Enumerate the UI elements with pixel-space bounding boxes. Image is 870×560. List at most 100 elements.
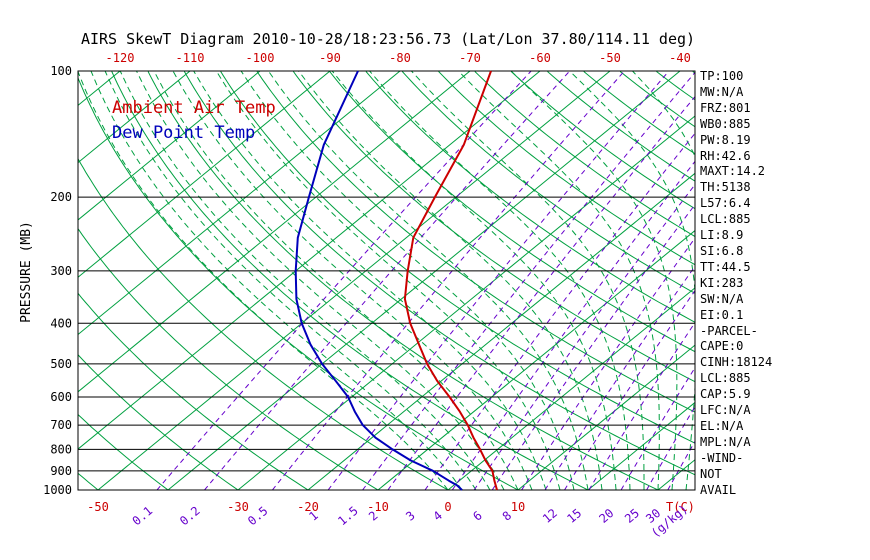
isotherm-line: [78, 71, 191, 164]
dry-adiabat-line: [329, 71, 695, 353]
stat-line: AVAIL: [700, 482, 737, 497]
moist-adiabat-line: [458, 71, 660, 490]
top-temp-tick-label: -90: [319, 51, 341, 65]
dry-adiabat-line: [583, 71, 695, 155]
moist-adiabat-line: [240, 71, 575, 490]
top-temp-tick-label: -100: [246, 51, 275, 65]
dry-adiabat-line: [474, 71, 695, 238]
isotherm-line: [78, 71, 471, 393]
ambient-temp-profile: [403, 70, 498, 491]
pressure-tick-label: 400: [50, 316, 72, 330]
moist-adiabat-line: [298, 71, 603, 490]
mixing-ratio-line: [156, 71, 532, 490]
dry-adiabat-line: [401, 71, 695, 294]
dry-adiabat-line: [256, 71, 695, 413]
top-temp-tick-label: -80: [389, 51, 411, 65]
mixing-ratio-line: [387, 95, 695, 490]
isotherm-line: [307, 172, 695, 490]
dry-adiabat-line: [78, 354, 239, 490]
moist-adiabat-line: [119, 71, 491, 490]
stat-line: WB0:885: [700, 116, 751, 131]
pressure-tick-label: 300: [50, 264, 72, 278]
moist-adiabat-line: [369, 71, 631, 490]
pressure-tick-label: 700: [50, 418, 72, 432]
mixing-ratio-line: [362, 71, 695, 490]
mixing-ratio-tick-label: 3: [403, 508, 418, 523]
pressure-tick-label: 600: [50, 390, 72, 404]
moist-adiabat-line: [267, 71, 589, 490]
moist-adiabat-line: [104, 71, 477, 490]
mixing-ratio-tick-label: 4: [430, 508, 445, 523]
isotherm-line: [78, 71, 541, 450]
dry-adiabat-line: [183, 71, 695, 476]
moist-adiabat-line: [193, 71, 547, 490]
stat-line: RH:42.6: [700, 148, 751, 163]
bottom-temp-tick-label: -10: [367, 500, 389, 514]
background-lines: [78, 71, 695, 490]
dry-adiabat-line: [78, 472, 99, 490]
stat-line: SI:6.8: [700, 243, 744, 258]
stat-line: LFC:N/A: [700, 403, 751, 418]
isotherm-line: [237, 115, 695, 490]
bottom-temp-tick-label: -20: [297, 500, 319, 514]
top-temp-tick-label: -110: [176, 51, 205, 65]
bottom-temp-tick-label: 10: [511, 500, 525, 514]
mixing-ratio-tick-label: 0.2: [177, 504, 203, 529]
top-temp-tick-label: -120: [106, 51, 135, 65]
stat-line: PW:8.19: [700, 132, 751, 147]
stat-line: NOT: [700, 466, 722, 481]
moist-adiabat-line: [90, 71, 463, 490]
isotherm-line: [78, 71, 261, 221]
legend-dew-point-label: Dew Point Temp: [112, 123, 256, 143]
mixing-ratio-line: [491, 203, 695, 490]
stat-line: KI:283: [700, 275, 744, 290]
mixing-ratio-tick-label: 25: [622, 506, 642, 526]
stat-line: TH:5138: [700, 180, 751, 195]
stat-line: CINH:18124: [700, 355, 773, 370]
mixing-ratio-tick-label: 1.5: [335, 504, 361, 529]
dry-adiabat-line: [78, 292, 309, 490]
top-temp-tick-label: -50: [599, 51, 621, 65]
stat-line: LI:8.9: [700, 228, 744, 243]
stat-line: MPL:N/A: [700, 434, 751, 449]
mixing-ratio-tick-label: 15: [564, 506, 584, 526]
stat-line: EI:0.1: [700, 307, 744, 322]
stats-panel: TP:100 MW:N/A FRZ:801 WB0:885 PW:8.19 RH:42.6…: [700, 69, 772, 498]
stat-line: EL:N/A: [700, 418, 744, 433]
mixing-ratio-line: [204, 71, 571, 490]
stat-line: TT:44.5: [700, 259, 751, 274]
moist-adiabat-line: [569, 71, 695, 490]
bottom-temp-tick-label: -30: [227, 500, 249, 514]
stat-line: -PARCEL-: [700, 323, 758, 338]
moist-adiabat-line: [331, 71, 617, 490]
mixing-ratio-line: [272, 71, 625, 490]
top-temp-tick-label: -70: [459, 51, 481, 65]
pressure-tick-label: 100: [50, 64, 72, 78]
bottom-temp-tick-label: -50: [87, 500, 109, 514]
moist-adiabat-line: [510, 71, 678, 490]
stat-line: FRZ:801: [700, 100, 751, 115]
top-temp-tick-label: -60: [529, 51, 551, 65]
moist-adiabat-line: [153, 71, 519, 490]
pressure-tick-label: 200: [50, 190, 72, 204]
isotherm-line: [78, 71, 331, 278]
moist-adiabat-line: [172, 71, 533, 490]
stat-line: CAPE:0: [700, 339, 744, 354]
mixing-ratio-tick-label: 20: [596, 506, 616, 526]
dry-adiabat-line: [78, 227, 379, 490]
mixing-ratio-tick-label: 12: [540, 506, 560, 526]
stat-line: CAP:5.9: [700, 387, 751, 402]
stat-line: TP:100: [700, 69, 744, 83]
mixing-ratio-line: [327, 71, 670, 490]
isotherm-line: [587, 401, 695, 490]
dry-adiabat-line: [292, 71, 695, 383]
pressure-tick-label: 1000: [43, 483, 72, 497]
dry-adiabat-line: [78, 413, 169, 490]
mixing-ratio-tick-label: 0.5: [245, 504, 271, 529]
legend-air-temp-label: Ambient Air Temp: [112, 98, 276, 118]
mixing-ratio-line: [473, 183, 695, 490]
stat-line: -WIND-: [700, 450, 744, 465]
dry-adiabat-line: [78, 76, 520, 490]
